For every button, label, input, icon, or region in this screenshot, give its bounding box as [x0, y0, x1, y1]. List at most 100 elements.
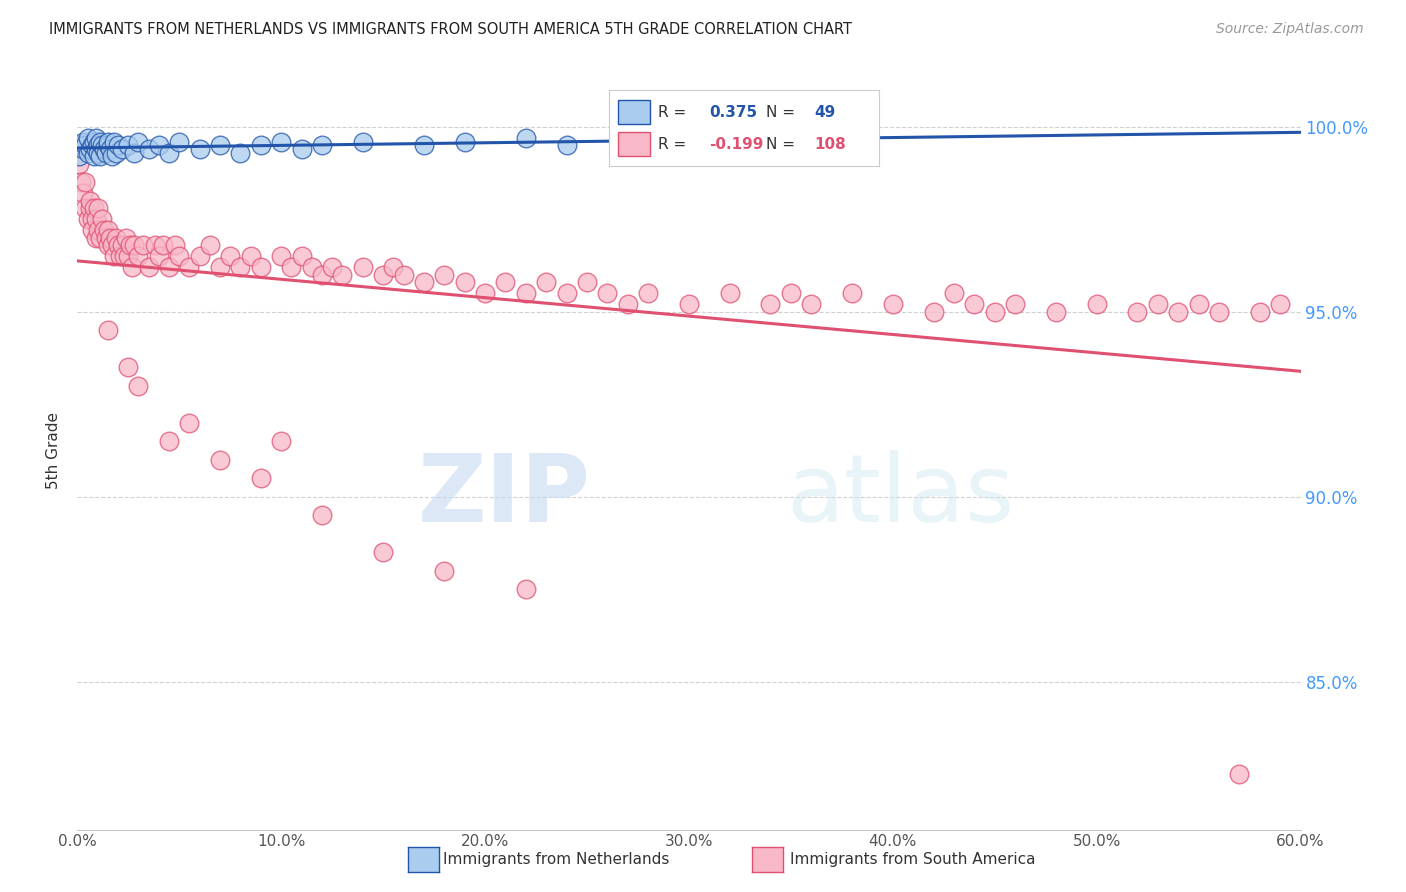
Point — [474, 286, 496, 301]
Point — [148, 249, 170, 263]
Point — [103, 135, 125, 149]
Point — [495, 275, 517, 289]
Point — [413, 138, 436, 153]
Point — [250, 471, 273, 485]
Point — [392, 268, 415, 282]
Point — [179, 260, 201, 275]
Point — [87, 145, 110, 160]
Point — [84, 131, 107, 145]
Point — [1045, 305, 1067, 319]
Point — [117, 249, 139, 263]
Point — [93, 142, 115, 156]
Point — [83, 201, 105, 215]
Point — [117, 360, 139, 375]
Point — [250, 260, 273, 275]
Text: Source: ZipAtlas.com: Source: ZipAtlas.com — [1216, 22, 1364, 37]
Point — [80, 138, 103, 153]
Point — [87, 138, 110, 153]
Point — [89, 135, 111, 149]
Point — [413, 275, 436, 289]
Point — [270, 135, 292, 149]
Point — [250, 138, 273, 153]
Point — [433, 564, 456, 578]
Point — [83, 149, 105, 163]
Point — [138, 142, 160, 156]
Point — [1187, 297, 1209, 311]
Point — [87, 223, 110, 237]
Point — [143, 238, 166, 252]
Point — [270, 249, 292, 263]
Point — [84, 212, 107, 227]
Point — [124, 145, 146, 160]
Point — [67, 157, 90, 171]
Point — [179, 416, 201, 430]
Point — [382, 260, 405, 275]
Point — [229, 145, 252, 160]
Point — [157, 260, 180, 275]
Point — [188, 249, 211, 263]
Point — [107, 238, 129, 252]
Point — [922, 305, 945, 319]
Point — [98, 142, 121, 156]
Point — [107, 138, 129, 153]
Point — [80, 223, 103, 237]
Point — [148, 138, 170, 153]
Point — [1249, 305, 1271, 319]
Point — [75, 201, 97, 215]
Point — [93, 223, 115, 237]
Point — [239, 249, 262, 263]
Point — [76, 212, 98, 227]
Point — [67, 149, 90, 163]
Point — [165, 238, 187, 252]
Point — [270, 434, 292, 449]
Point — [169, 135, 191, 149]
Point — [678, 297, 700, 311]
Point — [157, 434, 180, 449]
Point — [98, 231, 121, 245]
Point — [1270, 297, 1292, 311]
Point — [112, 249, 135, 263]
Point — [131, 238, 153, 252]
Point — [76, 145, 98, 160]
Point — [759, 297, 782, 311]
Point — [198, 238, 221, 252]
Point — [72, 142, 94, 156]
Point — [841, 286, 863, 301]
Point — [515, 286, 537, 301]
Point — [75, 138, 97, 153]
Point — [943, 286, 966, 301]
Point — [534, 275, 557, 289]
Point — [290, 142, 312, 156]
Point — [1126, 305, 1149, 319]
Point — [617, 297, 640, 311]
Point — [70, 175, 93, 189]
Point — [321, 260, 343, 275]
Point — [97, 323, 120, 337]
Point — [637, 286, 659, 301]
Point — [111, 238, 134, 252]
Point — [453, 275, 475, 289]
Point — [208, 260, 231, 275]
Point — [301, 260, 323, 275]
Point — [70, 138, 93, 153]
Point — [1004, 297, 1026, 311]
Point — [94, 231, 117, 245]
Point — [127, 249, 149, 263]
Point — [72, 135, 94, 149]
Point — [75, 175, 97, 189]
Point — [984, 305, 1007, 319]
Point — [433, 268, 456, 282]
Y-axis label: 5th Grade: 5th Grade — [46, 412, 62, 489]
Point — [87, 201, 110, 215]
Point — [740, 131, 762, 145]
Point — [117, 138, 139, 153]
Point — [718, 286, 741, 301]
Point — [79, 201, 101, 215]
Point — [1167, 305, 1189, 319]
Point — [101, 149, 124, 163]
Point — [84, 231, 107, 245]
Point — [311, 138, 333, 153]
Point — [1208, 305, 1230, 319]
Point — [120, 238, 142, 252]
Point — [352, 135, 374, 149]
